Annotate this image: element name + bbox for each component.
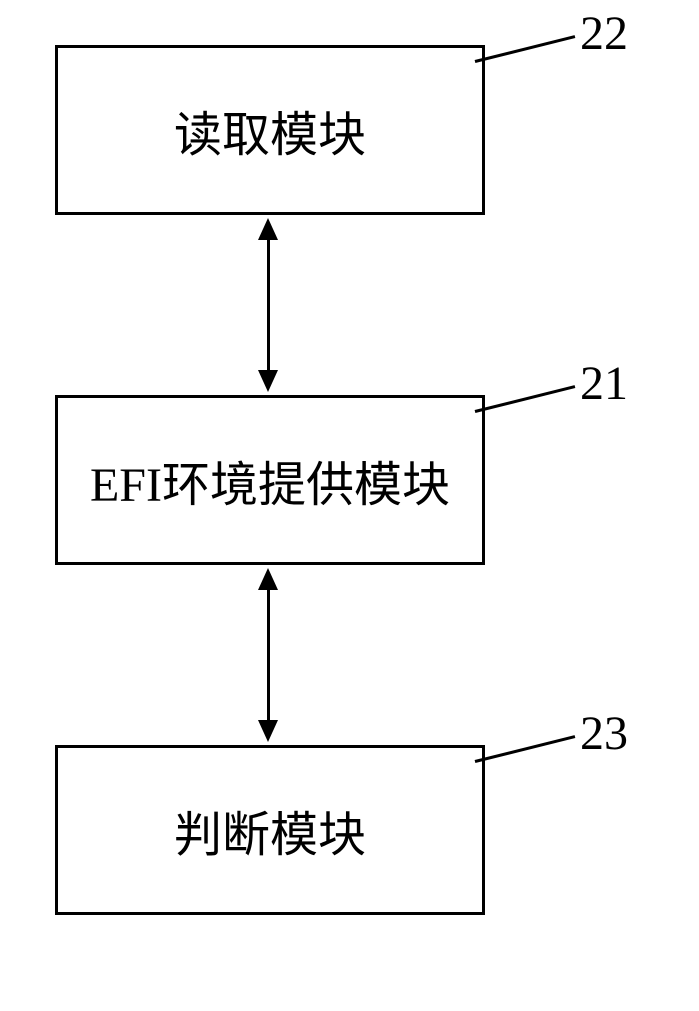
node-number: 22 xyxy=(580,6,628,61)
arrow-shaft xyxy=(267,237,270,373)
label-line xyxy=(475,735,576,763)
node-efi-module: EFI环境提供模块 xyxy=(55,395,485,565)
node-number: 23 xyxy=(580,706,628,761)
arrow-head-down xyxy=(258,370,278,392)
node-judge-module: 判断模块 xyxy=(55,745,485,915)
label-line xyxy=(475,385,576,413)
node-label: 读取模块 xyxy=(174,95,366,165)
node-read-module: 读取模块 xyxy=(55,45,485,215)
node-label: EFI环境提供模块 xyxy=(90,445,450,515)
arrow-head-down xyxy=(258,720,278,742)
node-label: 判断模块 xyxy=(174,795,366,865)
label-line xyxy=(475,35,576,63)
node-number: 21 xyxy=(580,356,628,411)
arrow-shaft xyxy=(267,587,270,723)
flowchart-diagram: 读取模块 22 EFI环境提供模块 21 判断模块 23 xyxy=(0,0,699,1011)
